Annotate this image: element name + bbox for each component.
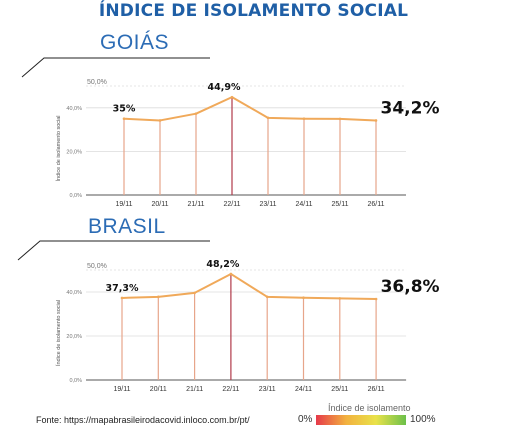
- goias-data-point: [302, 117, 306, 120]
- goias-data-point: [374, 119, 378, 122]
- brasil-x-tick-label: 23/11: [259, 386, 276, 393]
- chart-goias: 0,0% 20,0% 40,0% 50,0% Índice de isolamento …: [55, 79, 439, 208]
- brasil-x-tick-label: 22/11: [222, 386, 239, 393]
- goias-x-tick-label: 20/11: [152, 201, 169, 208]
- brasil-data-point: [120, 296, 124, 300]
- goias-series-line: [123, 96, 377, 122]
- goias-x-tick-label: 22/11: [224, 201, 241, 208]
- divider-accent-brasil: [17, 240, 210, 261]
- source-footer: Fonte: https://mapabrasileirodacovid.inl…: [36, 415, 250, 425]
- brasil-ytick-label: 50,0%: [87, 263, 107, 270]
- brasil-x-tick-label: 25/11: [331, 386, 348, 393]
- divider-accent-goias: [21, 57, 210, 78]
- brasil-data-point: [338, 297, 342, 300]
- brasil-data-point: [265, 295, 269, 299]
- region-title-goias: GOIÁS: [100, 31, 170, 54]
- brasil-data-point: [374, 297, 378, 301]
- legend-min-label: 0%: [298, 414, 313, 425]
- brasil-x-tick-label: 20/11: [150, 386, 167, 393]
- goias-x-tick-label: 23/11: [260, 201, 277, 208]
- goias-x-tick-label: 26/11: [368, 201, 385, 208]
- goias-data-label: 35%: [113, 104, 136, 115]
- goias-data-label: 34,2%: [381, 98, 440, 118]
- goias-data-point: [266, 116, 270, 120]
- goias-data-point: [122, 117, 126, 120]
- goias-data-point: [158, 119, 162, 122]
- goias-x-tick-label: 24/11: [296, 201, 313, 208]
- brasil-ytick-label: 40,0%: [66, 290, 82, 296]
- goias-x-tick-label: 25/11: [332, 201, 349, 208]
- region-title-brasil: BRASIL: [88, 215, 166, 238]
- legend-gradient: [316, 415, 406, 425]
- brasil-x-tick-label: 24/11: [295, 386, 312, 393]
- brasil-data-point: [302, 296, 305, 300]
- goias-ylabel: Índice de isolamento social: [55, 115, 62, 181]
- brasil-ytick-label: 0,0%: [69, 378, 82, 384]
- legend-title: Índice de isolamento: [328, 403, 411, 413]
- brasil-data-label: 37,3%: [106, 283, 139, 294]
- legend-color-bar: [316, 415, 406, 425]
- goias-data-point: [338, 117, 342, 121]
- goias-ytick-label: 0,0%: [69, 193, 82, 199]
- goias-data-point: [194, 112, 198, 115]
- chart-brasil: 0,0% 20,0% 40,0% 50,0% Índice de isolamento …: [55, 259, 440, 393]
- brasil-data-point: [229, 272, 233, 276]
- goias-data-label: 44,9%: [208, 82, 241, 93]
- goias-ytick-label: 20,0%: [66, 149, 82, 155]
- brasil-x-tick-label: 19/11: [114, 386, 131, 393]
- goias-x-tick-label: 21/11: [188, 201, 205, 208]
- brasil-data-label: 48,2%: [206, 259, 239, 270]
- goias-data-point: [230, 95, 234, 99]
- brasil-series-line: [121, 272, 377, 301]
- goias-x-tick-label: 19/11: [116, 201, 133, 208]
- goias-ytick-label: 50,0%: [87, 79, 107, 86]
- goias-ytick-label: 40,0%: [66, 106, 82, 112]
- brasil-x-tick-label: 26/11: [368, 386, 385, 393]
- brasil-x-tick-label: 21/11: [186, 386, 203, 393]
- brasil-ylabel: Índice de isolamento social: [55, 300, 62, 366]
- brasil-ytick-label: 20,0%: [66, 334, 82, 340]
- legend-max-label: 100%: [410, 414, 436, 425]
- page-title: ÍNDICE DE ISOLAMENTO SOCIAL: [98, 1, 409, 21]
- brasil-data-label: 36,8%: [381, 277, 440, 297]
- brasil-data-point: [157, 295, 160, 299]
- brasil-data-point: [193, 291, 196, 295]
